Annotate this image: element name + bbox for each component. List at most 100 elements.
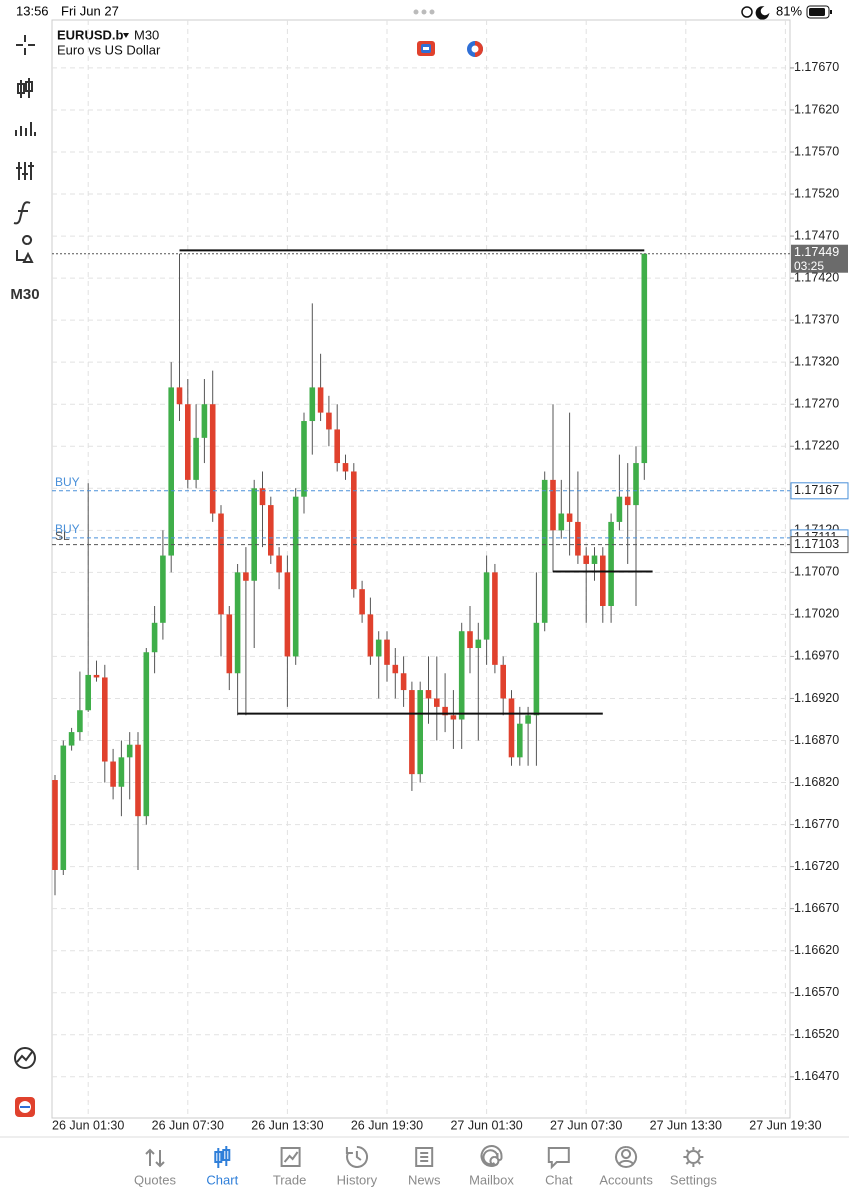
candle-body — [68, 732, 75, 746]
candle-body — [168, 387, 174, 556]
tab[interactable]: Settings — [670, 1147, 717, 1187]
battery-level: 81% — [776, 3, 802, 18]
status-icons — [741, 6, 770, 20]
toolbar[interactable] — [13, 35, 36, 263]
candle-body — [102, 677, 108, 762]
objects-tool[interactable] — [16, 235, 34, 263]
plot-frame — [51, 19, 791, 1119]
toolbar-bottom[interactable] — [14, 1047, 36, 1117]
x-tick-label: 27 Jun 07:30 — [550, 1118, 622, 1132]
y-tick-label: 1.17420 — [794, 270, 839, 284]
tab[interactable]: Chat — [545, 1147, 573, 1187]
y-tick-label: 1.16520 — [794, 1027, 839, 1041]
y-tick-label: 1.17320 — [794, 354, 839, 368]
candle-body — [558, 513, 565, 531]
chart-type-tool[interactable] — [17, 78, 33, 98]
tab-label[interactable]: Quotes — [134, 1172, 176, 1187]
candle-body — [118, 757, 125, 787]
timeframe-button[interactable]: M30 — [10, 286, 39, 303]
y-tick-label: 1.17570 — [794, 144, 839, 158]
settings-tool[interactable] — [16, 162, 34, 180]
tab-icon[interactable] — [547, 1147, 570, 1170]
candle-body — [276, 555, 282, 573]
tab-label[interactable]: Chat — [545, 1172, 573, 1187]
symbol-description: Euro vs US Dollar — [57, 42, 161, 57]
y-tick-label: 1.17470 — [794, 228, 839, 242]
function-tool[interactable] — [13, 201, 31, 225]
candle-body — [517, 723, 523, 758]
candle-body — [575, 521, 581, 556]
candle-body — [85, 674, 91, 711]
candle-body — [384, 639, 390, 665]
candle-body — [624, 496, 631, 506]
chart-area[interactable]: 1.17670 1.17620 1.17570 1.17520 1.17470 1.174… — [51, 19, 849, 1132]
candle-body — [425, 690, 432, 699]
candle-body — [492, 572, 498, 665]
depth-of-market[interactable] — [467, 41, 483, 57]
y-tick-label: 1.16570 — [794, 985, 839, 999]
bar-timer: 03:25 — [794, 259, 824, 273]
candle-body — [143, 652, 150, 817]
candle-body — [309, 387, 316, 422]
candle-body — [284, 572, 291, 657]
y-tick-label: 1.16670 — [794, 901, 839, 915]
symbol-dropdown[interactable] — [123, 33, 129, 38]
crosshair-tool[interactable] — [16, 35, 35, 55]
order-label: BUY — [55, 475, 80, 489]
candle-body — [135, 744, 141, 817]
candle-body — [268, 505, 274, 556]
candle-body — [317, 387, 324, 413]
tab[interactable]: Accounts — [599, 1146, 653, 1187]
candle-body — [409, 690, 415, 775]
y-tick-label: 1.16970 — [794, 649, 839, 663]
y-tick-label: 1.16820 — [794, 775, 839, 789]
y-tick-label: 1.17620 — [794, 102, 839, 116]
tab-icon[interactable] — [683, 1147, 704, 1167]
candle-body — [334, 429, 340, 464]
tab-label[interactable]: News — [408, 1172, 441, 1187]
tab[interactable]: News — [408, 1147, 441, 1187]
status-date: Fri Jun 27 — [61, 3, 119, 18]
tab[interactable]: History — [337, 1145, 378, 1187]
tab-label[interactable]: Mailbox — [469, 1172, 514, 1187]
tab-icon[interactable] — [615, 1146, 638, 1168]
y-tick-label: 1.16470 — [794, 1069, 839, 1083]
y-tick-label: 1.16620 — [794, 943, 839, 957]
indicators-tool[interactable] — [15, 122, 36, 136]
tab[interactable]: Quotes — [134, 1148, 176, 1187]
candle-body — [326, 412, 332, 430]
tab[interactable]: Trade — [273, 1147, 306, 1187]
candle-body — [259, 488, 266, 506]
y-tick-label: 1.16920 — [794, 691, 839, 705]
x-tick-label: 26 Jun 01:30 — [52, 1118, 124, 1132]
tab-icon[interactable] — [214, 1146, 231, 1168]
candle-body — [641, 253, 648, 464]
tab[interactable]: Mailbox — [469, 1145, 514, 1187]
candle-body — [583, 555, 589, 564]
tab[interactable]: Chart — [206, 1146, 239, 1187]
tab-icon[interactable] — [145, 1148, 165, 1168]
tab-icon[interactable] — [345, 1145, 369, 1168]
tab-label[interactable]: Chart — [206, 1172, 238, 1187]
candle-body — [77, 710, 83, 733]
order-price-tag — [790, 482, 849, 500]
tab-label[interactable]: Trade — [273, 1172, 306, 1187]
one-click-trading[interactable] — [417, 41, 435, 56]
y-tick-label: 1.16770 — [794, 817, 839, 831]
candle-body — [243, 572, 249, 581]
tab-icon[interactable] — [280, 1147, 301, 1167]
tab-label[interactable]: Accounts — [599, 1172, 653, 1187]
tab-label[interactable]: History — [337, 1172, 378, 1187]
candle-body — [483, 572, 490, 640]
y-tick-label: 1.17370 — [794, 312, 839, 326]
status-time: 13:56 — [16, 3, 49, 18]
candle-body — [60, 745, 67, 870]
candle-body — [209, 404, 216, 514]
candle-body — [93, 674, 100, 678]
candle-body — [450, 715, 457, 720]
symbol-name[interactable]: EURUSD.b — [57, 27, 124, 42]
tab-icon[interactable] — [480, 1145, 503, 1167]
tab-label[interactable]: Settings — [670, 1172, 717, 1187]
tab-icon[interactable] — [415, 1147, 434, 1167]
